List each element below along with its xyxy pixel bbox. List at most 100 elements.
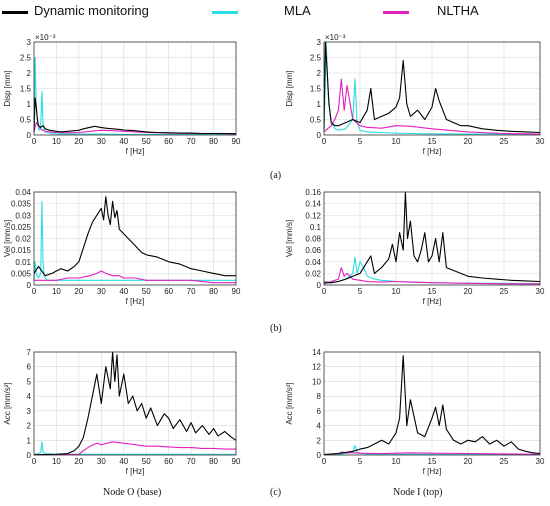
y-tick-label: 7: [27, 348, 32, 357]
y-tick-label: 0.025: [11, 223, 32, 232]
axes-frame: [33, 191, 237, 286]
x-tick-label: 50: [142, 287, 151, 296]
series-line-2: [33, 351, 237, 456]
y-tick-label: 0.14: [305, 200, 321, 209]
x-tick-label: 10: [52, 137, 61, 146]
y-tick-label: 3: [27, 38, 32, 47]
chart-disp-base: 0 10 20 30 40 50 60 70 80 90 0 0.5 1 1.5 2 2.5 3 f [Hz] Di…: [3, 33, 241, 156]
y-axis-label: Disp [mm]: [3, 71, 12, 107]
x-tick-label: 30: [536, 457, 545, 466]
x-axis-label: f [Hz]: [126, 297, 145, 306]
x-tick-label: 0: [32, 457, 37, 466]
y-tick-label: 0.01: [15, 258, 31, 267]
y-tick-label: 1: [317, 100, 322, 109]
x-tick-label: 0: [322, 287, 327, 296]
chart-acc-base: 0 10 20 30 40 50 60 70 80 90 0 1 2 3 4 5 6 7 f [Hz] Acc [mm…: [3, 348, 241, 476]
legend-label: Dynamic monitoring: [34, 3, 149, 18]
series-line-2: [323, 191, 541, 284]
x-tick-label: 10: [52, 457, 61, 466]
x-tick-label: 70: [187, 137, 196, 146]
y-tick-label: 0.005: [11, 269, 32, 278]
y-axis-label: Disp [mm]: [285, 71, 294, 107]
x-tick-label: 60: [164, 287, 173, 296]
x-tick-label: 30: [536, 287, 545, 296]
y-tick-label: 0: [317, 131, 322, 140]
x-tick-label: 5: [358, 287, 363, 296]
x-tick-label: 25: [500, 137, 509, 146]
x-axis-label: f [Hz]: [423, 467, 442, 476]
axes-frame: [33, 41, 237, 136]
x-tick-label: 20: [464, 137, 473, 146]
y-tick-label: 6: [317, 407, 322, 416]
y-tick-label: 1: [27, 436, 32, 445]
y-tick-label: 0.04: [305, 258, 321, 267]
x-axis-label: f [Hz]: [126, 467, 145, 476]
axes-frame: [33, 351, 237, 456]
series-line-1: [323, 78, 541, 135]
x-tick-label: 60: [164, 457, 173, 466]
node-label-left: Node O (base): [103, 487, 162, 498]
y-tick-label: 0.02: [305, 269, 321, 278]
legend: Dynamic monitoring MLA NLTHA: [0, 0, 550, 26]
y-tick-label: 0.12: [305, 211, 321, 220]
x-tick-label: 80: [209, 457, 218, 466]
y-tick-label: 0.16: [305, 188, 321, 197]
y-tick-label: 2.5: [310, 54, 322, 63]
axes-frame: [323, 191, 541, 286]
y-tick-label: 3: [317, 38, 322, 47]
x-tick-label: 40: [119, 457, 128, 466]
x-tick-label: 40: [119, 287, 128, 296]
x-tick-label: 5: [358, 457, 363, 466]
x-tick-label: 90: [232, 287, 241, 296]
series-line-2: [33, 97, 237, 135]
x-tick-label: 20: [74, 457, 83, 466]
x-tick-label: 80: [209, 137, 218, 146]
chart-vel-base: 0 10 20 30 40 50 60 70 80 9000.0050.010.0150.020.…: [3, 188, 241, 306]
y-tick-label: 0.035: [11, 200, 32, 209]
y-tick-label: 2: [317, 69, 322, 78]
y-tick-label: 2: [317, 436, 322, 445]
x-tick-label: 0: [322, 457, 327, 466]
series-line-2: [33, 196, 236, 277]
y-tick-label: 5: [27, 377, 32, 386]
x-tick-label: 70: [187, 287, 196, 296]
node-label-right: Node I (top): [393, 487, 443, 498]
chart-vel-top: 0 5 10 15 20 25 3000.020.040.060.080.10.120.14…: [285, 188, 545, 306]
y-tick-label: 1.5: [20, 85, 32, 94]
x-tick-label: 20: [74, 137, 83, 146]
x-tick-label: 10: [392, 287, 401, 296]
series-line-1: [323, 267, 540, 285]
y-tick-label: 12: [312, 363, 321, 372]
chart-disp-top: 0 5 10 15 20 25 30 0 0.5 1 1.5 2 2.5 3 f [Hz] Disp [mm]…: [285, 33, 545, 156]
axes-frame: [323, 41, 541, 136]
series-line-2: [323, 41, 541, 134]
y-tick-label: 0.04: [15, 188, 31, 197]
y-axis-label: Acc [mm/s²]: [285, 382, 294, 424]
caption-b: (b): [270, 323, 282, 334]
x-tick-label: 30: [97, 137, 106, 146]
y-axis-label: Vel [mm/s]: [3, 220, 12, 257]
series-line-1: [34, 270, 236, 284]
y-tick-label: 2.5: [20, 54, 32, 63]
x-tick-label: 20: [464, 457, 473, 466]
y-tick-label: 4: [27, 392, 32, 401]
y-tick-label: 0.08: [305, 235, 321, 244]
x-tick-label: 50: [142, 457, 151, 466]
y-tick-label: 0: [317, 281, 322, 290]
y-tick-label: 0.015: [11, 246, 32, 255]
series-line-1: [323, 451, 541, 456]
y-tick-label: 0.1: [310, 223, 322, 232]
y-tick-label: 0: [317, 451, 322, 460]
y-tick-label: 2: [27, 69, 32, 78]
y-tick-label: 2: [27, 422, 32, 431]
y-tick-label: 0.03: [15, 211, 31, 220]
y-axis-label: Acc [mm/s²]: [3, 382, 12, 424]
x-tick-label: 15: [428, 287, 437, 296]
legend-swatch-dynamic-monitoring: [2, 11, 28, 14]
x-tick-label: 70: [187, 457, 196, 466]
y-axis-label: Vel [mm/s]: [285, 220, 294, 257]
x-tick-label: 60: [164, 137, 173, 146]
x-tick-label: 30: [97, 457, 106, 466]
x-tick-label: 25: [500, 287, 509, 296]
axis-multiplier: ×10⁻³: [325, 33, 346, 42]
